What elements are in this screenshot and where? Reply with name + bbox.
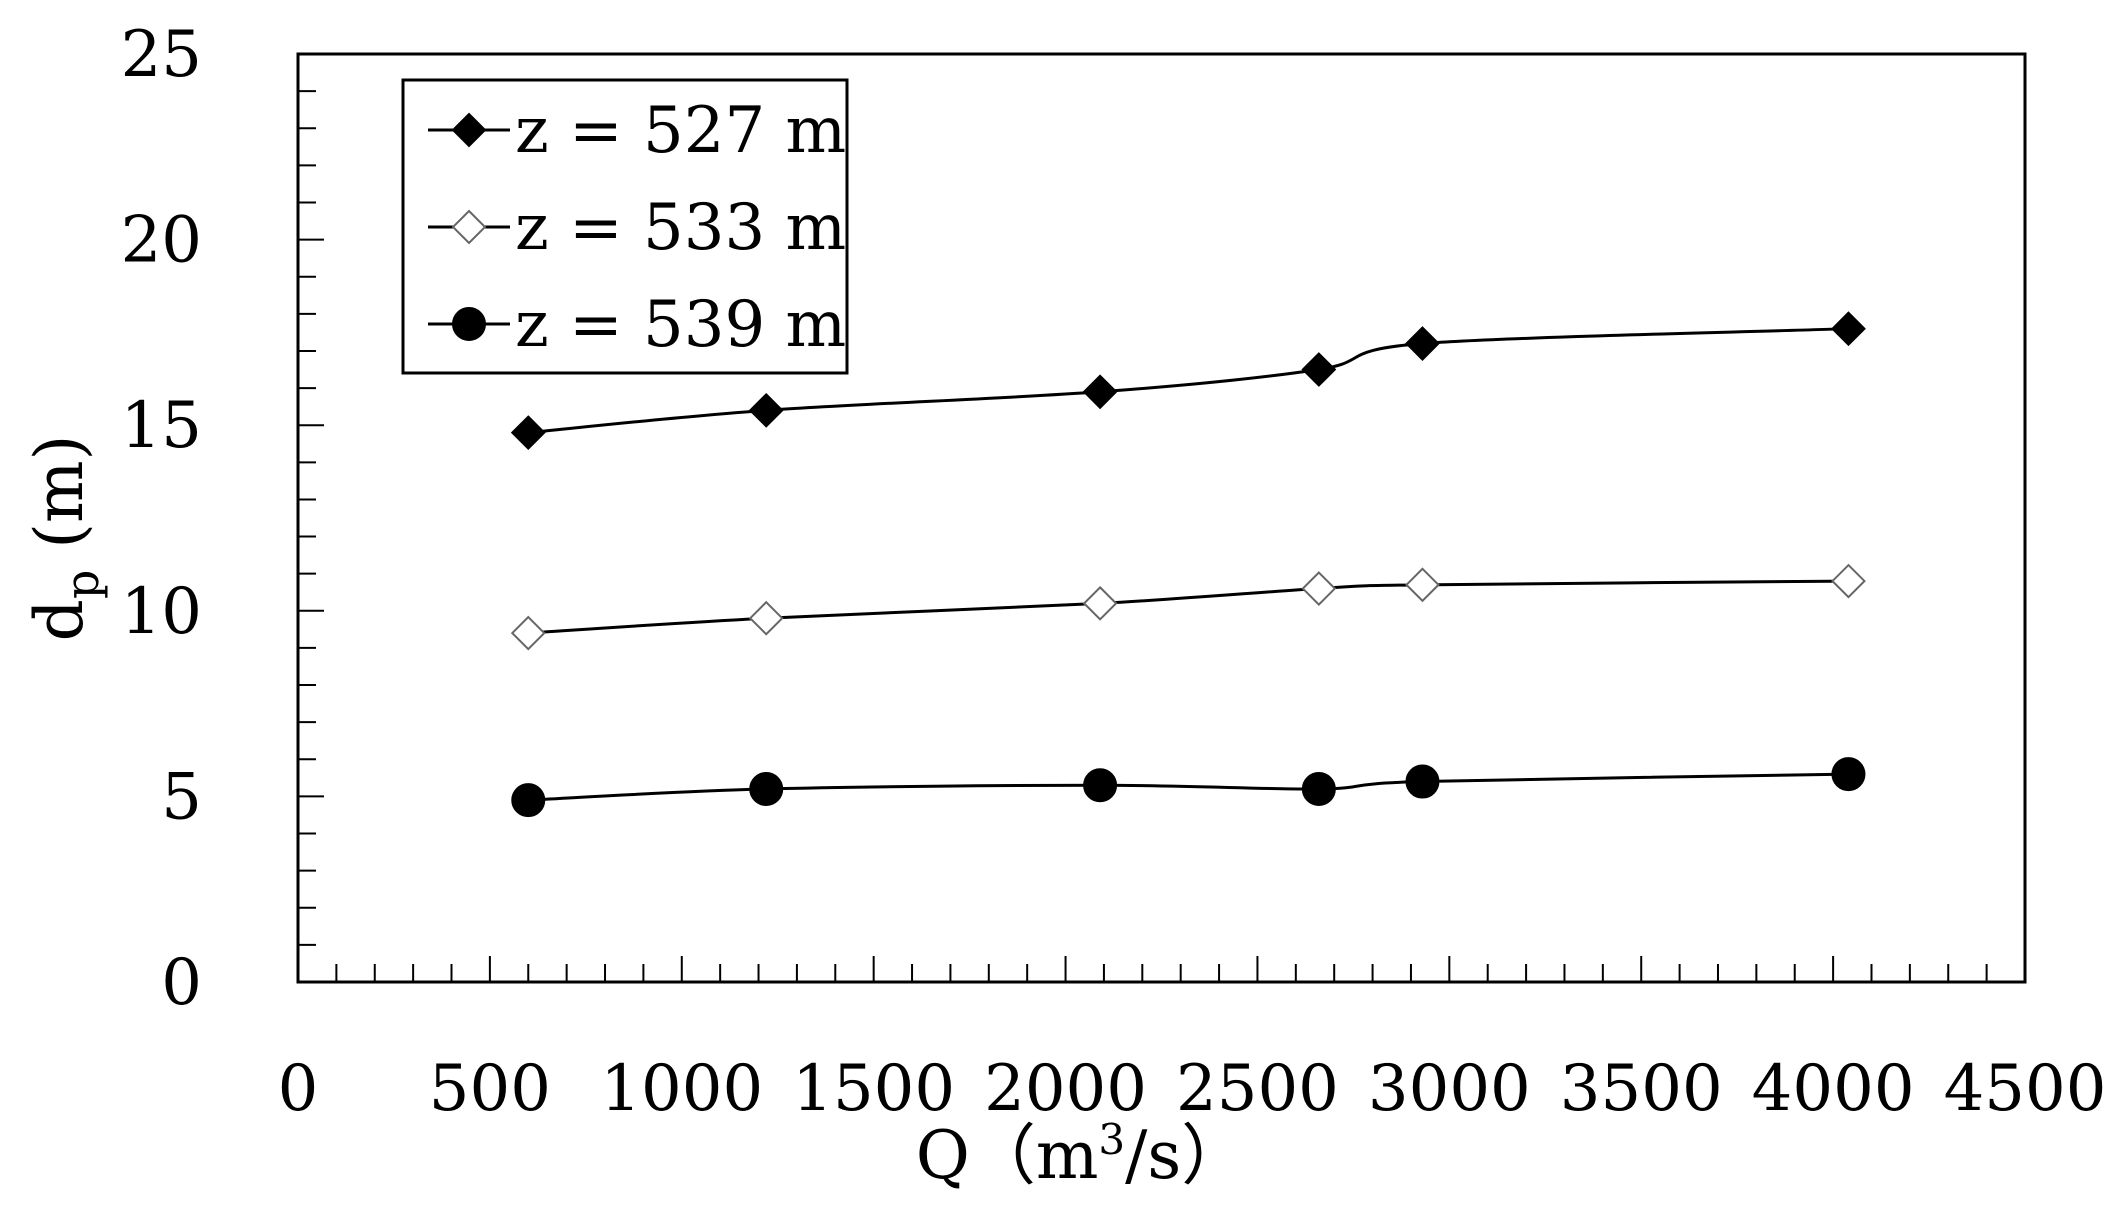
data-point-series-1 <box>1405 326 1440 361</box>
data-point-series-3 <box>511 783 546 818</box>
x-tick-label: 4000 <box>1752 1052 1915 1126</box>
data-point-series-1 <box>748 392 784 428</box>
x-tick-label: 500 <box>429 1052 551 1126</box>
data-point-series-2 <box>748 600 784 636</box>
data-point-series-2 <box>1082 585 1118 621</box>
y-tick-label: 10 <box>121 575 202 649</box>
y-axis-title: dp (m) <box>21 435 109 642</box>
x-tick-label: 2000 <box>984 1052 1147 1126</box>
data-point-series-3 <box>1083 768 1118 803</box>
series-lines <box>528 327 1849 802</box>
x-tick-label: 3000 <box>1368 1052 1531 1126</box>
data-point-series-2 <box>1831 563 1866 599</box>
data-point-series-1 <box>1301 352 1337 387</box>
y-axis-title-subscript: p <box>55 570 109 599</box>
x-axis-title-base: Q <box>916 1117 970 1194</box>
data-point-series-3 <box>749 771 784 806</box>
series-points <box>510 311 1866 818</box>
legend-marker-1 <box>451 112 487 148</box>
x-tick-label: 0 <box>278 1052 319 1126</box>
y-axis-title-base: d <box>21 599 98 641</box>
x-tick-label: 3500 <box>1560 1052 1723 1126</box>
y-tick-label: 20 <box>121 204 202 278</box>
x-axis-title-unit: （m <box>970 1117 1099 1194</box>
y-tick-label: 15 <box>121 389 202 463</box>
x-tick-label: 4500 <box>1944 1052 2107 1126</box>
data-point-series-3 <box>1405 764 1440 799</box>
series-line-1 <box>528 327 1849 435</box>
data-point-series-1 <box>1831 311 1866 347</box>
legend-label-1: z = 527 m <box>515 94 846 168</box>
legend: z = 527 m z = 533 m z = 539 m <box>401 78 849 375</box>
data-point-series-3 <box>1301 771 1336 806</box>
x-tick-label: 1000 <box>600 1052 763 1126</box>
data-point-series-2 <box>1405 567 1440 603</box>
x-tick-label: 1500 <box>792 1052 955 1126</box>
x-tick-labels: 0 500 1000 1500 2000 2500 3000 3500 4000 4500 <box>278 1052 2107 1126</box>
data-point-series-1 <box>510 415 546 451</box>
y-tick-label: 25 <box>121 18 202 92</box>
data-point-series-1 <box>1082 374 1118 410</box>
data-point-series-3 <box>1831 757 1866 792</box>
y-axis-title-unit: (m) <box>21 435 98 570</box>
x-tick-label: 2500 <box>1176 1052 1339 1126</box>
legend-marker-3 <box>452 307 486 341</box>
x-axis-title: Q（m3/s） <box>916 1115 1248 1194</box>
legend-label-3: z = 539 m <box>515 288 846 362</box>
x-axis-title-superscript: 3 <box>1098 1115 1125 1164</box>
y-tick-label: 0 <box>161 946 202 1020</box>
y-tick-labels: 0 5 10 15 20 25 <box>121 18 202 1020</box>
legend-label-2: z = 533 m <box>515 191 846 265</box>
data-point-series-2 <box>1301 571 1337 606</box>
plot-area <box>296 52 2027 984</box>
y-tick-label: 5 <box>161 760 202 834</box>
data-point-series-2 <box>510 615 546 651</box>
series-line-3 <box>528 772 1849 802</box>
minor-ticks <box>298 90 1988 982</box>
series-line-2 <box>528 579 1849 635</box>
legend-marker-2 <box>451 209 487 245</box>
x-axis-title-unit-end: /s） <box>1125 1117 1247 1194</box>
